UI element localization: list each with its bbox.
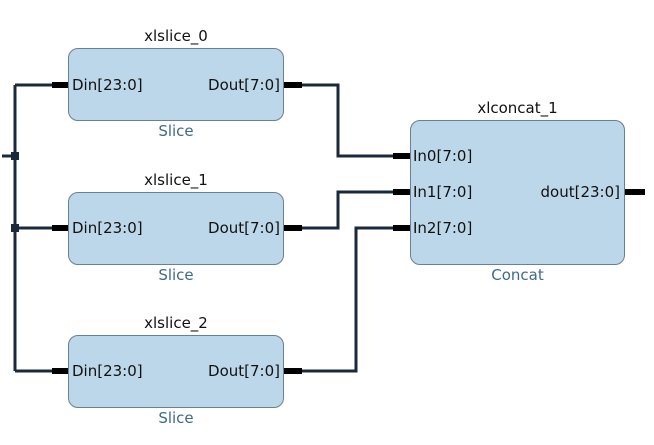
- slice1-dout-label: Dout[7:0]: [208, 219, 280, 237]
- wire-slice0-to-in0: [302, 83, 393, 158]
- slice0-type-label: Slice: [158, 122, 194, 140]
- slice0-dout-label: Dout[7:0]: [208, 76, 280, 94]
- slice2-din-label: Din[23:0]: [72, 362, 143, 380]
- slice1-type-label: Slice: [158, 266, 194, 284]
- concat-in0-label: In0[7:0]: [413, 147, 473, 165]
- wire-slice2-to-in2: [302, 226, 393, 373]
- slice2-title: xlslice_2: [144, 314, 208, 332]
- bus-junction: [11, 152, 19, 160]
- slice0-title: xlslice_0: [144, 27, 208, 45]
- concat-block[interactable]: [410, 120, 625, 265]
- concat-dout-label: dout[23:0]: [540, 183, 620, 201]
- slice2-block[interactable]: [68, 335, 284, 408]
- slice2-type-label: Slice: [158, 409, 194, 427]
- concat-in2-label: In2[7:0]: [413, 219, 473, 237]
- slice0-block[interactable]: [68, 48, 284, 121]
- slice1-block[interactable]: [68, 192, 284, 265]
- concat-title: xlconcat_1: [477, 99, 558, 117]
- slice1-din-label: Din[23:0]: [72, 219, 143, 237]
- slice2-dout-label: Dout[7:0]: [208, 362, 280, 380]
- slice0-din-label: Din[23:0]: [72, 76, 143, 94]
- concat-type-label: Concat: [491, 266, 544, 284]
- slice1-title: xlslice_1: [144, 171, 208, 189]
- wire-slice1-to-in1: [302, 190, 393, 230]
- concat-in1-label: In1[7:0]: [413, 183, 473, 201]
